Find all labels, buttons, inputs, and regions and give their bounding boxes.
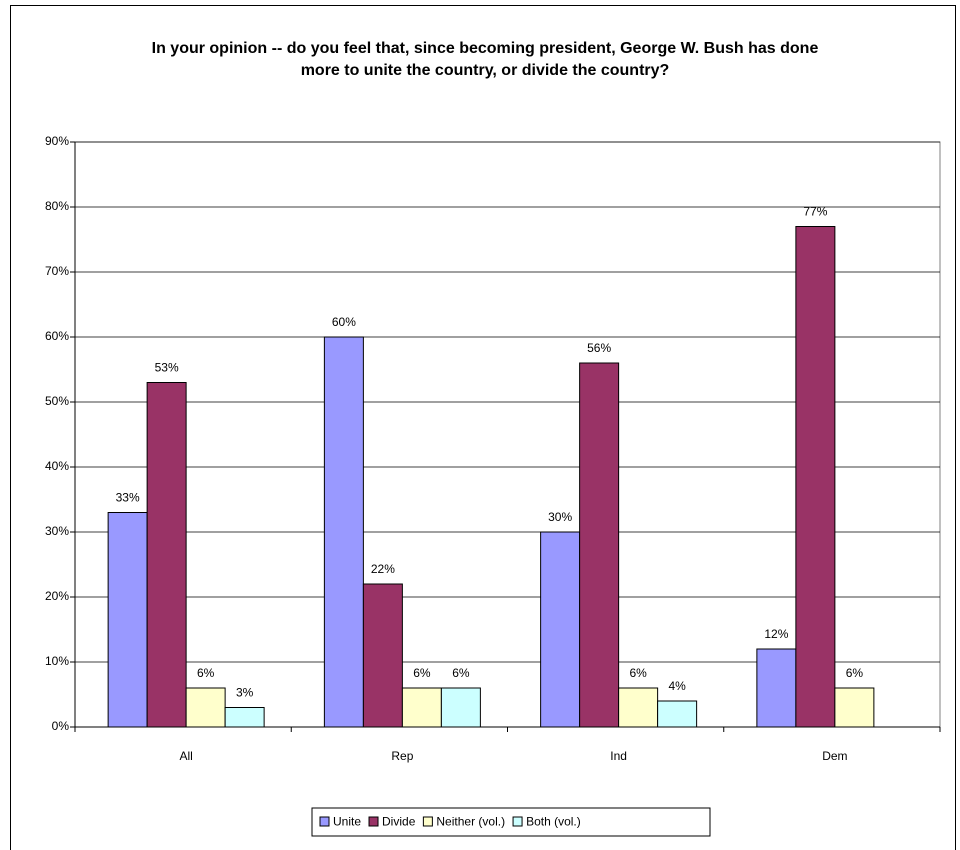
data-label: 56% bbox=[587, 341, 611, 355]
legend-label: Divide bbox=[382, 815, 416, 829]
data-label: 4% bbox=[668, 679, 686, 693]
data-label: 33% bbox=[116, 491, 140, 505]
data-label: 3% bbox=[236, 686, 254, 700]
y-tick-label: 50% bbox=[45, 394, 69, 408]
legend-swatch bbox=[512, 816, 523, 827]
y-tick-label: 20% bbox=[45, 589, 69, 603]
data-label: 12% bbox=[764, 627, 788, 641]
y-tick-label: 70% bbox=[45, 264, 69, 278]
chart-title: In your opinion -- do you feel that, sin… bbox=[151, 40, 819, 79]
x-tick-label: All bbox=[179, 749, 192, 763]
legend-swatch bbox=[422, 816, 433, 827]
x-tick-label: Ind bbox=[610, 749, 627, 763]
data-label: 6% bbox=[846, 666, 864, 680]
bar bbox=[540, 531, 581, 728]
data-label: 6% bbox=[197, 666, 215, 680]
bar bbox=[146, 382, 187, 728]
y-tick-label: 90% bbox=[45, 134, 69, 148]
bar bbox=[440, 687, 481, 728]
data-label: 77% bbox=[803, 205, 827, 219]
bar bbox=[224, 707, 265, 728]
y-tick-label: 30% bbox=[45, 524, 69, 538]
bar bbox=[579, 362, 620, 728]
legend-swatch bbox=[319, 816, 330, 827]
chart-frame bbox=[10, 5, 956, 850]
legend-swatch bbox=[368, 816, 379, 827]
bar bbox=[618, 687, 659, 728]
data-label: 6% bbox=[413, 666, 431, 680]
bar bbox=[795, 226, 836, 728]
y-tick-label: 60% bbox=[45, 329, 69, 343]
bar bbox=[834, 687, 875, 728]
y-tick-label: 10% bbox=[45, 654, 69, 668]
bar bbox=[323, 336, 364, 728]
legend-label: Both (vol.) bbox=[526, 815, 581, 829]
y-tick-label: 0% bbox=[52, 719, 70, 733]
data-label: 22% bbox=[371, 562, 395, 576]
y-tick-label: 80% bbox=[45, 199, 69, 213]
data-label: 6% bbox=[629, 666, 647, 680]
data-label: 53% bbox=[155, 361, 179, 375]
data-label: 60% bbox=[332, 315, 356, 329]
bar bbox=[657, 700, 698, 728]
bar bbox=[185, 687, 226, 728]
bar bbox=[401, 687, 442, 728]
data-label: 6% bbox=[452, 666, 470, 680]
bar bbox=[362, 583, 403, 728]
x-tick-label: Dem bbox=[822, 749, 847, 763]
legend-label: Neither (vol.) bbox=[436, 815, 505, 829]
x-tick-label: Rep bbox=[391, 749, 413, 763]
data-label: 30% bbox=[548, 510, 572, 524]
legend-label: Unite bbox=[333, 815, 361, 829]
bar bbox=[107, 512, 148, 728]
y-tick-label: 40% bbox=[45, 459, 69, 473]
bar bbox=[756, 648, 797, 728]
